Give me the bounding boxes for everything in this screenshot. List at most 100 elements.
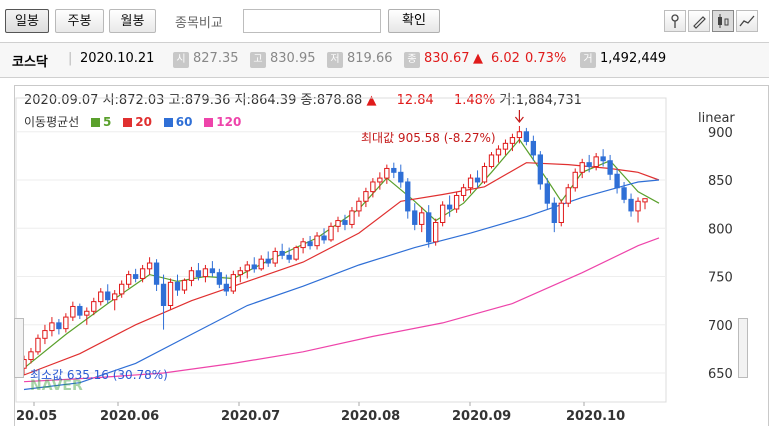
naver-watermark: NAVER [30, 378, 83, 394]
candle-body [572, 171, 578, 189]
candle-body [349, 210, 355, 225]
candle-body [398, 171, 404, 183]
y-tick-label: 750 [708, 271, 733, 286]
x-tick-label: 2020.10 [566, 409, 625, 424]
candle-body [300, 241, 306, 249]
candle-body [377, 177, 383, 183]
index-name: 코스닥 [12, 55, 48, 70]
candle-body [621, 187, 627, 200]
candle-body [579, 162, 585, 173]
quote-divider: | [68, 51, 73, 66]
candle-body [551, 202, 557, 223]
candle-body [356, 200, 362, 212]
right-scroll-handle[interactable] [738, 318, 748, 378]
y-tick-label: 850 [708, 174, 733, 189]
x-tick-label: 20.05 [16, 409, 57, 424]
plot-area [15, 97, 667, 403]
candle-body [363, 191, 369, 202]
candle-body [84, 310, 90, 316]
ma-legend-120[interactable]: 120 [216, 115, 242, 129]
candle-body [216, 272, 223, 285]
quote-row: 코스닥 | 2020.10.21 시 827.35 고 830.95 저 819… [0, 42, 769, 78]
candle-body [195, 270, 202, 278]
candle-body [286, 254, 292, 260]
left-scroll-handle[interactable] [14, 318, 24, 378]
ohlc-low: 저:864.39 [234, 93, 297, 108]
candle-body [370, 181, 376, 193]
tab-monthly[interactable]: 월봉 [109, 9, 156, 33]
candle-body [77, 305, 83, 316]
low-badge: 저 [327, 52, 343, 68]
candle-body [119, 283, 125, 295]
y-tick-label: 800 [708, 222, 733, 237]
candle-body [279, 250, 285, 256]
pin-tool-icon[interactable] [664, 10, 686, 32]
candle-body [265, 258, 271, 264]
candle-body [153, 262, 160, 285]
candle-body [342, 220, 348, 225]
candle-body [433, 221, 439, 243]
change-value: 6.02 [491, 51, 520, 66]
ohlc-change: 12.84 [396, 93, 434, 108]
candle-body [628, 198, 634, 212]
candle-body [63, 316, 69, 330]
candle-body [91, 301, 97, 312]
candle-body [160, 283, 167, 306]
candle-body [139, 268, 146, 279]
ma-legend: 이동평균선 5 20 60 120 [24, 113, 241, 130]
ohlc-arrow-icon: ▲ [366, 93, 377, 108]
close-badge: 종 [404, 52, 420, 68]
candle-body [244, 264, 250, 272]
tab-weekly[interactable]: 주봉 [55, 9, 104, 33]
candle-body [509, 137, 516, 144]
candle-body [272, 250, 278, 264]
candle-body [593, 156, 599, 168]
line-tool-icon[interactable] [736, 10, 758, 32]
candle-body [600, 156, 606, 162]
ma-legend-title: 이동평균선 [24, 115, 80, 129]
candle-body [460, 187, 467, 196]
candle-body [523, 131, 530, 142]
ma-legend-20[interactable]: 20 [135, 115, 152, 129]
candle-tool-icon[interactable] [712, 10, 734, 32]
tab-daily[interactable]: 일봉 [5, 9, 49, 33]
compare-input[interactable] [243, 9, 381, 33]
candle-body [35, 337, 41, 353]
candle-body [314, 235, 320, 247]
ma-legend-5[interactable]: 5 [103, 115, 112, 129]
ma-legend-60[interactable]: 60 [175, 115, 193, 129]
candle-body [146, 262, 153, 270]
close-value: 830.67 [424, 51, 470, 66]
ohlc-high: 고:879.36 [168, 93, 231, 108]
candle-body [565, 187, 571, 204]
candle-body [384, 167, 390, 179]
candle-body [391, 167, 397, 173]
scale-type-toggle[interactable]: linear [698, 111, 735, 126]
volume-badge: 거 [580, 52, 596, 68]
candle-body [98, 291, 104, 303]
candle-body [251, 264, 257, 270]
candle-body [167, 281, 174, 306]
change-pct: 0.73% [525, 51, 567, 66]
candle-body [495, 148, 502, 156]
candle-body [558, 202, 564, 223]
candle-body [544, 183, 550, 204]
ohlc-date: 2020.09.07 [24, 93, 99, 108]
pen-tool-icon[interactable] [688, 10, 710, 32]
ma-legend-swatch-60 [163, 118, 173, 127]
candle-body [125, 274, 132, 285]
confirm-button[interactable]: 확인 [388, 9, 440, 33]
candle-body [642, 198, 648, 203]
high-badge: 고 [250, 52, 266, 68]
min-value-annotation: 최소값 635.16 (30.78%) [30, 368, 168, 382]
candle-body [412, 210, 418, 225]
candle-body [426, 212, 432, 243]
candle-body [439, 204, 446, 223]
candle-body [209, 268, 216, 274]
ma-legend-swatch-20 [123, 118, 133, 127]
max-marker-arrow-icon [514, 109, 524, 123]
candle-body [516, 131, 523, 139]
compare-label: 종목비교 [175, 16, 223, 31]
candle-body [488, 154, 495, 168]
